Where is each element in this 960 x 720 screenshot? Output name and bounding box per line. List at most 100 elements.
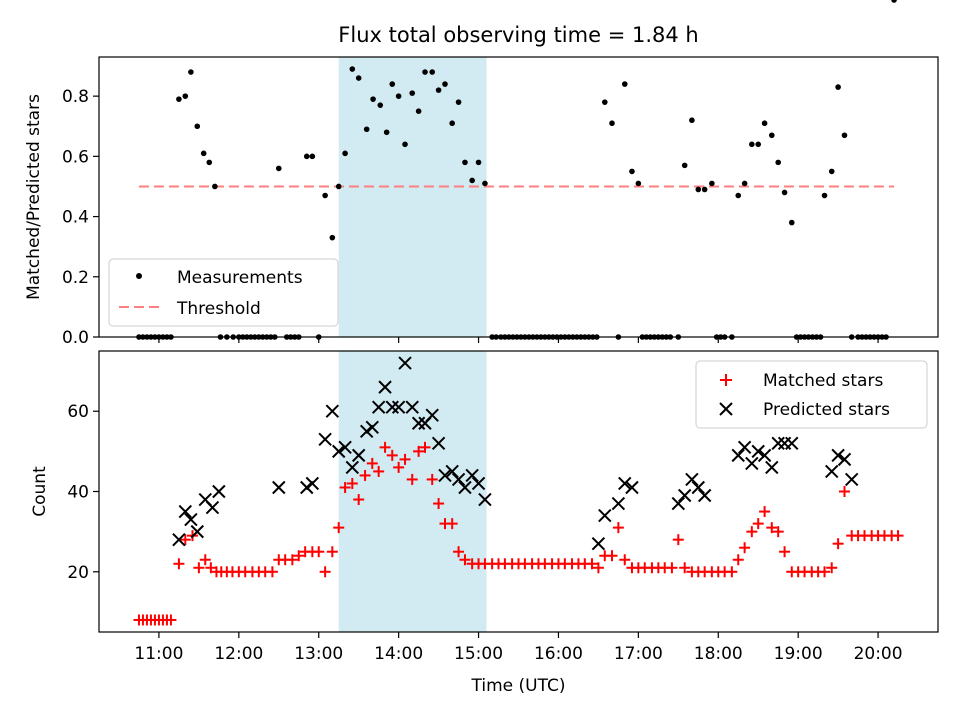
top-y-tick-label: 0.4 xyxy=(62,208,89,228)
measurement-point xyxy=(309,153,316,160)
measurement-point xyxy=(303,153,310,160)
measurement-point xyxy=(383,129,390,136)
measurement-point xyxy=(422,69,428,75)
top-legend-box xyxy=(108,258,339,327)
measurement-point xyxy=(200,150,207,157)
measurement-point xyxy=(741,180,748,187)
matched-star-point xyxy=(446,518,458,530)
x-tick-label: 16:00 xyxy=(534,644,583,664)
predicted-star-point xyxy=(451,472,466,487)
measurement-point xyxy=(349,66,356,72)
x-tick-label: 11:00 xyxy=(134,644,183,664)
predicted-star-point xyxy=(625,480,639,495)
measurement-point xyxy=(182,93,189,99)
predicted-star-point xyxy=(745,456,759,471)
x-tick-label: 18:00 xyxy=(694,644,743,664)
matched-star-point xyxy=(326,546,338,558)
matched-star-point xyxy=(399,453,411,465)
measurement-point xyxy=(176,96,182,102)
matched-star-point xyxy=(353,494,365,506)
predicted-star-point xyxy=(844,472,859,487)
measurement-point xyxy=(689,117,695,124)
matched-star-point xyxy=(732,554,744,566)
measurement-point xyxy=(601,99,608,105)
predicted-stars-points xyxy=(172,356,859,551)
bottom-x-axis: 11:00 12:00 13:00 14:00 15:00 16:00 17:00 18:00… xyxy=(134,632,903,664)
predicted-star-point xyxy=(332,444,346,459)
legend-threshold-label: Threshold xyxy=(176,299,261,319)
matched-star-point xyxy=(333,522,345,534)
predicted-star-point xyxy=(471,476,486,491)
matched-star-point xyxy=(379,441,391,453)
predicted-star-point xyxy=(391,400,406,414)
measurement-point xyxy=(735,192,742,199)
matched-star-point xyxy=(359,469,371,481)
x-tick-label: 20:00 xyxy=(854,644,903,664)
matched-star-point xyxy=(459,554,471,566)
predicted-star-point xyxy=(345,460,360,475)
legend-matched-marker xyxy=(720,374,732,386)
bottom-legend-box xyxy=(695,360,928,429)
matched-star-point xyxy=(586,558,598,570)
predicted-star-point xyxy=(212,484,226,499)
matched-star-point xyxy=(819,566,831,578)
measurement-point xyxy=(788,219,795,226)
matched-star-point xyxy=(426,473,438,485)
predicted-star-point xyxy=(365,420,379,434)
top-legend: Measurements Threshold xyxy=(108,258,339,327)
top-y-tick-label: 0.6 xyxy=(62,147,89,167)
measurement-point xyxy=(775,159,781,166)
top-y-axis: 0.0 0.2 0.4 0.6 0.8 xyxy=(62,87,99,348)
measurement-point xyxy=(701,186,708,193)
predicted-star-point xyxy=(184,512,198,527)
matched-star-point xyxy=(832,538,844,550)
measurement-point xyxy=(621,81,628,87)
matched-star-point xyxy=(193,562,205,574)
predicted-star-point xyxy=(837,452,852,467)
measurement-point xyxy=(455,99,462,105)
measurement-point xyxy=(212,183,218,190)
matched-star-point xyxy=(839,486,851,497)
matched-star-point xyxy=(766,522,778,534)
matched-star-point xyxy=(393,461,405,473)
measurement-point xyxy=(194,123,201,130)
matched-star-point xyxy=(746,526,758,538)
legend-predicted-marker xyxy=(719,402,733,416)
measurement-point xyxy=(395,93,402,99)
predicted-star-point xyxy=(172,532,186,547)
predicted-star-point xyxy=(691,480,705,495)
predicted-star-point xyxy=(411,416,426,430)
legend-predicted-label: Predicted stars xyxy=(763,400,890,420)
x-tick-label: 17:00 xyxy=(614,644,663,664)
measurement-point xyxy=(749,141,755,148)
predicted-star-point xyxy=(371,400,386,414)
measurement-point xyxy=(469,177,475,184)
predicted-star-point xyxy=(405,400,419,414)
predicted-star-point xyxy=(205,500,220,515)
matched-star-point xyxy=(313,546,325,558)
matched-star-point xyxy=(826,562,838,574)
predicted-star-point xyxy=(351,448,366,463)
matched-star-point xyxy=(373,465,385,477)
predicted-star-point xyxy=(598,508,612,523)
predicted-star-point xyxy=(611,496,626,511)
x-axis-label: Time (UTC) xyxy=(471,676,566,696)
measurement-point xyxy=(275,165,282,172)
measurement-point xyxy=(609,120,615,127)
measurement-point xyxy=(449,120,455,127)
legend-measurements-label: Measurements xyxy=(177,268,303,288)
predicted-star-point xyxy=(445,464,459,479)
matched-star-point xyxy=(772,526,784,538)
measurement-point xyxy=(841,132,848,139)
predicted-star-point xyxy=(825,464,839,479)
measurement-point xyxy=(891,0,897,3)
predicted-star-point xyxy=(737,440,752,455)
predicted-star-point xyxy=(757,448,772,463)
matched-star-point xyxy=(199,554,211,566)
matched-star-point xyxy=(672,534,684,546)
matched-stars-points xyxy=(133,441,904,626)
predicted-star-point xyxy=(438,468,452,483)
predicted-star-point xyxy=(272,480,286,495)
predicted-star-point xyxy=(671,496,686,511)
